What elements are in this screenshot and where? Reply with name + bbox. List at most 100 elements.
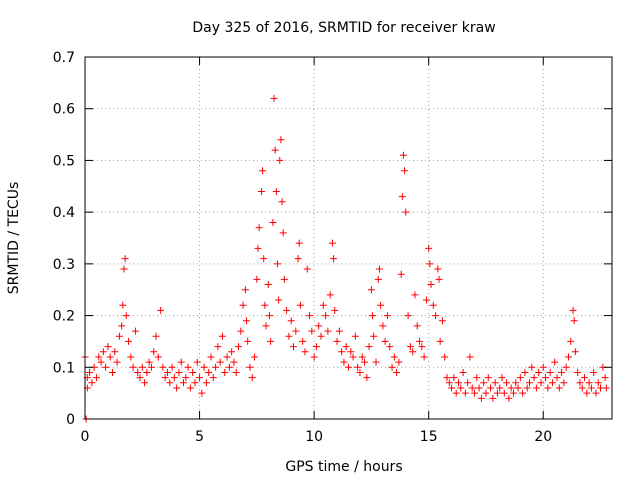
x-tick-labels: 0 5 10 15 20 [81, 429, 553, 445]
chart-title: Day 325 of 2016, SRMTID for receiver kra… [192, 20, 495, 36]
data-point [102, 363, 110, 371]
data-point [512, 379, 520, 387]
data-point [121, 255, 129, 263]
data-point [241, 286, 249, 294]
data-point [402, 208, 410, 216]
data-point [493, 389, 501, 397]
data-point [401, 167, 409, 175]
data-point [521, 368, 529, 376]
data-point [578, 384, 586, 392]
data-point [445, 379, 453, 387]
data-point [279, 229, 287, 237]
data-point [441, 353, 449, 361]
data-point [163, 368, 171, 376]
y-tick-labels: 0 0.1 0.2 0.3 0.4 0.5 0.6 0.7 [53, 50, 75, 428]
data-point [592, 389, 600, 397]
data-point [351, 332, 359, 340]
data-point [532, 384, 540, 392]
data-point [99, 348, 107, 356]
data-point [285, 332, 293, 340]
data-point [277, 136, 285, 144]
data-point [411, 291, 419, 299]
data-point [383, 312, 391, 320]
x-axis-label: GPS time / hours [285, 459, 402, 475]
y-tick-label: 0.6 [53, 102, 75, 118]
data-point [363, 374, 371, 382]
data-point [111, 348, 119, 356]
data-point [104, 343, 112, 351]
data-point [120, 265, 128, 273]
data-point [418, 343, 426, 351]
data-point [425, 244, 433, 252]
y-tick-label: 0 [66, 412, 75, 428]
data-point [113, 358, 121, 366]
data-point [459, 368, 467, 376]
data-point [118, 322, 126, 330]
plot-frame [84, 56, 613, 420]
data-point [555, 384, 563, 392]
data-point [152, 332, 160, 340]
data-point [265, 312, 273, 320]
data-point [157, 306, 165, 314]
data-point [526, 379, 534, 387]
data-point [340, 358, 348, 366]
data-point [269, 218, 277, 226]
data-point [306, 312, 314, 320]
data-point [326, 291, 334, 299]
data-point [253, 275, 261, 283]
data-point [530, 374, 538, 382]
data-point [551, 358, 559, 366]
data-point [134, 368, 142, 376]
data-point [221, 368, 229, 376]
data-point [317, 332, 325, 340]
data-point [294, 255, 302, 263]
data-point [461, 389, 469, 397]
data-point [432, 312, 440, 320]
data-point [143, 368, 151, 376]
data-point [296, 301, 304, 309]
data-point [505, 394, 513, 402]
data-point [270, 94, 278, 102]
data-point [406, 343, 414, 351]
data-point [267, 337, 275, 345]
data-point [154, 353, 162, 361]
data-point [257, 187, 265, 195]
data-point [303, 265, 311, 273]
data-point [333, 337, 341, 345]
y-tick-label: 0.1 [53, 360, 75, 376]
y-tick-label: 0.3 [53, 257, 75, 273]
y-axis-label: SRMTID / TECUs [6, 182, 22, 295]
data-point [228, 348, 236, 356]
data-point [251, 353, 259, 361]
data-point [546, 368, 554, 376]
data-point [523, 384, 531, 392]
data-point [262, 322, 270, 330]
axis-ticks [84, 56, 612, 420]
data-point [278, 198, 286, 206]
data-point [477, 394, 485, 402]
data-point [369, 312, 377, 320]
data-point [131, 327, 139, 335]
data-point [264, 281, 272, 289]
data-point [338, 348, 346, 356]
data-point [574, 368, 582, 376]
data-point [356, 368, 364, 376]
data-point [471, 389, 479, 397]
data-point [594, 379, 602, 387]
data-point [528, 363, 536, 371]
data-point [276, 156, 284, 164]
data-point [292, 327, 300, 335]
data-point [398, 193, 406, 201]
data-point [427, 281, 435, 289]
data-point [457, 384, 465, 392]
data-point [108, 368, 116, 376]
data-point [397, 270, 405, 278]
data-point [602, 384, 610, 392]
x-tick-label: 5 [195, 429, 204, 445]
data-point [328, 239, 336, 247]
data-point [375, 265, 383, 273]
data-point [161, 374, 169, 382]
data-point [420, 353, 428, 361]
data-points [81, 94, 610, 423]
data-point [564, 353, 572, 361]
